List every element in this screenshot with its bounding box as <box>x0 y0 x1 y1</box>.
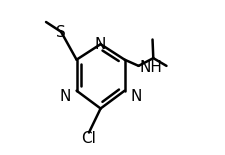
Text: N: N <box>59 89 70 104</box>
Text: NH: NH <box>138 60 161 75</box>
Text: Cl: Cl <box>80 131 95 146</box>
Text: N: N <box>94 37 106 52</box>
Text: N: N <box>129 89 141 104</box>
Text: S: S <box>56 25 65 40</box>
